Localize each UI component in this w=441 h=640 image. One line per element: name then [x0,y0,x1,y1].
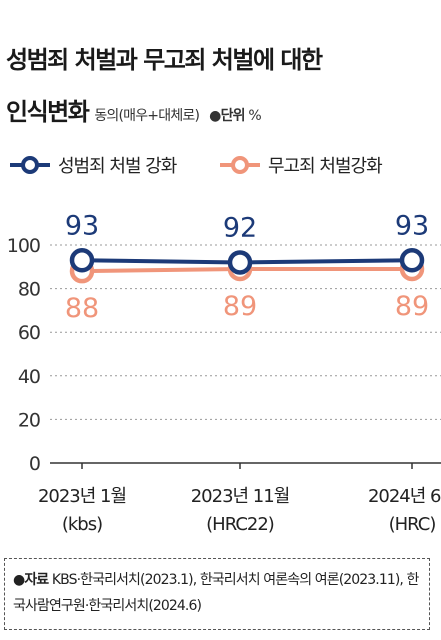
chart-title: 성범죄 처벌과 무고죄 처벌에 대한 [6,46,323,74]
series1-data-label-0: 93 [65,210,99,241]
y-tick-label-20: 20 [18,409,40,431]
y-tick-label-80: 80 [18,279,40,301]
series1-data-label-1: 92 [223,212,257,243]
legend-label-series2: 무고죄 처벌강화 [268,156,383,177]
x-tick-label-2-1: (HRC) [389,514,436,535]
unit-note: ●단위 % [209,108,262,124]
source-text: KBS·한국리서치(2023.1), 한국리서치 여론속의 여론(2023.11… [13,572,419,614]
series2-data-label-0: 88 [65,293,99,324]
unit-value: % [248,108,261,124]
legend-item-series2: 무고죄 처벌강화 [220,152,383,178]
chart-subtitle: 동의(매우+대체로) [94,108,200,124]
x-tick-label-2-0: 2024년 6월 [368,486,441,507]
line-chart: 0 20 40 60 80 100 2023년 1월 (kbs) 2023년 11월 (HRC22… [7,210,441,535]
y-tick-label-0: 0 [29,453,40,475]
legend-label-series1: 성범죄 처벌 강화 [58,156,177,177]
x-tick-label-0-1: (kbs) [62,514,102,535]
series1-point-2 [399,248,425,273]
y-tick-label-40: 40 [18,366,40,388]
series1-point-0 [69,248,95,273]
x-tick-label-0-0: 2023년 1월 [38,486,126,507]
y-tick-label-60: 60 [18,322,40,344]
unit-label: ●단위 [209,108,245,124]
x-tick-label-1-1: (HRC22) [206,514,274,535]
series2-data-label-2: 89 [395,291,429,322]
y-tick-label-100: 100 [7,235,40,257]
legend-marker-series2 [220,156,260,174]
chart-title-main: 인식변화 [6,98,90,126]
series1-point-1 [227,250,253,275]
chart-title-line2: 인식변화 동의(매우+대체로) ●단위 % [6,92,262,127]
series1-data-label-2: 93 [395,210,429,241]
x-tick-label-1-0: 2023년 11월 [191,486,290,507]
source-note: ●자료 KBS·한국리서치(2023.1), 한국리서치 여론속의 여론(202… [4,558,430,630]
series2-data-label-1: 89 [223,291,257,322]
legend-marker-series1 [10,156,50,174]
legend-item-series1: 성범죄 처벌 강화 [10,152,177,178]
source-label: ●자료 [13,572,49,588]
